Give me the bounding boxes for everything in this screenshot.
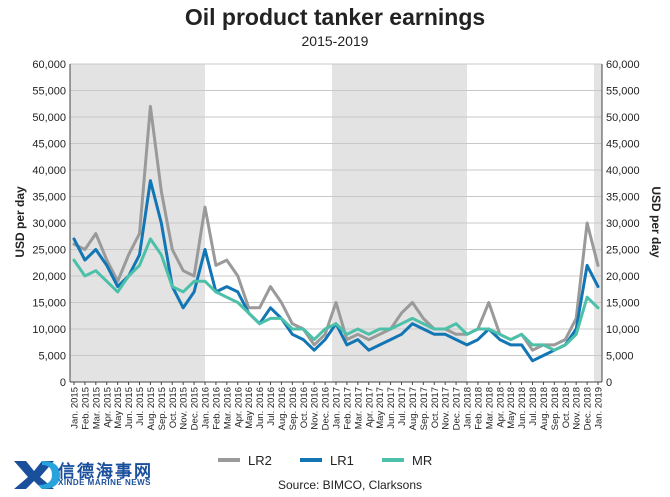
y-tick-label-right: 50,000 <box>606 112 640 124</box>
y-tick-label-right: 60,000 <box>606 59 640 71</box>
legend-label-mr: MR <box>412 453 432 468</box>
y-tick-label-right: 20,000 <box>606 271 640 283</box>
y-tick-label-left: 5,000 <box>38 351 66 363</box>
x-tick-label: Sep. 2015 <box>157 387 168 430</box>
x-tick-label: Jan. 2016 <box>201 387 212 429</box>
x-tick-label: Nov. 2018 <box>572 387 583 430</box>
legend: LR2 LR1 MR <box>218 453 432 468</box>
y-tick-label-right: 15,000 <box>606 298 640 310</box>
x-tick-label: Jul. 2016 <box>266 387 277 426</box>
y-tick-label-right: 45,000 <box>606 139 640 151</box>
x-axis: Jan. 2015 Feb. 2015 Mar. 2015 Apr. 2015 May … <box>70 382 605 430</box>
y-tick-label-right: 10,000 <box>606 324 640 336</box>
x-tick-label: Jun. 2016 <box>255 387 266 429</box>
x-tick-label: Mar. 2017 <box>353 387 364 429</box>
x-tick-label: Jan. 2018 <box>463 387 474 429</box>
y-axis-left: 0 5,000 10,000 15,000 20,000 25,000 30,000 35,0… <box>32 59 66 389</box>
x-tick-label: Dec. 2017 <box>452 387 463 430</box>
legend-label-lr1: LR1 <box>330 453 354 468</box>
y-tick-label-right: 30,000 <box>606 218 640 230</box>
x-tick-label: Jun. 2017 <box>386 387 397 429</box>
x-tick-label: Aug. 2018 <box>539 387 550 430</box>
y-tick-label-right: 35,000 <box>606 192 640 204</box>
y-tick-label-left: 35,000 <box>32 192 66 204</box>
y-tick-label-left: 55,000 <box>32 86 66 98</box>
x-tick-label: Apr. 2015 <box>102 387 113 428</box>
x-tick-label: Oct. 2016 <box>299 387 310 428</box>
x-tick-label: Sep. 2017 <box>419 387 430 430</box>
y-tick-label-left: 60,000 <box>32 59 66 71</box>
x-tick-label: Jun. 2015 <box>124 387 135 429</box>
y-tick-label-left: 45,000 <box>32 139 66 151</box>
y-tick-label-left: 20,000 <box>32 271 66 283</box>
y-tick-label-left: 25,000 <box>32 245 66 257</box>
x-tick-label: Jan. 2015 <box>70 387 81 429</box>
x-tick-label: Oct. 2018 <box>561 387 572 428</box>
logo-name-cn: 信德海事网 <box>58 462 153 482</box>
x-tick-label: Jul. 2017 <box>397 387 408 426</box>
x-tick-label: Aug. 2016 <box>277 387 288 430</box>
series-line-mr <box>72 237 600 352</box>
legend-label-lr2: LR2 <box>248 453 272 468</box>
chart-subtitle: 2015-2019 <box>301 33 369 49</box>
x-tick-label: May 2016 <box>244 387 255 429</box>
x-tick-label: Jul. 2015 <box>135 387 146 426</box>
x-tick-label: Sep. 2016 <box>288 387 299 430</box>
x-tick-label: Jan. 2017 <box>332 387 343 429</box>
y-tick-label-right: 55,000 <box>606 86 640 98</box>
x-tick-label: Nov. 2015 <box>179 387 190 430</box>
x-tick-label: Sep. 2018 <box>550 387 561 430</box>
y-tick-label-left: 0 <box>60 377 66 389</box>
x-tick-label: Aug. 2015 <box>146 387 157 430</box>
x-tick-label: Nov. 2017 <box>441 387 452 430</box>
x-tick-label: Mar. 2015 <box>91 387 102 429</box>
x-tick-label: Jun. 2018 <box>517 387 528 429</box>
x-tick-label: Feb. 2017 <box>342 387 353 430</box>
x-tick-label: Mar. 2018 <box>484 387 495 429</box>
y-tick-label-right: 25,000 <box>606 245 640 257</box>
y-tick-label-right: 5,000 <box>606 351 634 363</box>
x-tick-label: May 2015 <box>113 387 124 429</box>
x-tick-label: Jan. 2019 <box>594 387 605 429</box>
x-tick-label: May 2017 <box>375 387 386 429</box>
y-axis-label-right: USD per day <box>649 186 663 258</box>
x-tick-label: Dec. 2016 <box>321 387 332 430</box>
x-tick-label: Apr. 2018 <box>495 387 506 428</box>
x-tick-label: Dec. 2018 <box>583 387 594 430</box>
y-axis-label-left: USD per day <box>13 186 27 258</box>
y-tick-label-right: 40,000 <box>606 165 640 177</box>
logo-name-en: XINDE MARINE NEWS <box>58 478 151 487</box>
x-tick-label: Aug. 2017 <box>408 387 419 430</box>
y-tick-label-left: 30,000 <box>32 218 66 230</box>
chart-title: Oil product tanker earnings <box>184 4 486 30</box>
x-tick-label: Feb. 2018 <box>473 387 484 430</box>
y-tick-label-left: 50,000 <box>32 112 66 124</box>
xinde-logo-icon <box>14 461 60 489</box>
x-tick-label: Dec. 2015 <box>190 387 201 430</box>
x-tick-label: Apr. 2017 <box>364 387 375 428</box>
x-tick-label: Feb. 2016 <box>211 387 222 430</box>
x-tick-label: Feb. 2015 <box>80 387 91 430</box>
x-tick-label: Mar. 2016 <box>222 387 233 429</box>
x-tick-label: May 2018 <box>506 387 517 429</box>
y-tick-label-left: 10,000 <box>32 324 66 336</box>
y-tick-label-right: 0 <box>606 377 612 389</box>
x-tick-label: Nov. 2016 <box>310 387 321 430</box>
y-tick-label-left: 40,000 <box>32 165 66 177</box>
series-lines <box>72 104 600 363</box>
y-tick-label-left: 15,000 <box>32 298 66 310</box>
x-tick-label: Apr. 2016 <box>233 387 244 428</box>
grid-lines <box>69 63 603 383</box>
source-note: Source: BIMCO, Clarksons <box>277 478 423 492</box>
x-tick-label: Oct. 2015 <box>168 387 179 428</box>
x-tick-label: Jul. 2018 <box>528 387 539 426</box>
x-tick-label: Oct. 2017 <box>430 387 441 428</box>
y-axis-right: 0 5,000 10,000 15,000 20,000 25,000 30,000 35,0… <box>606 59 640 389</box>
